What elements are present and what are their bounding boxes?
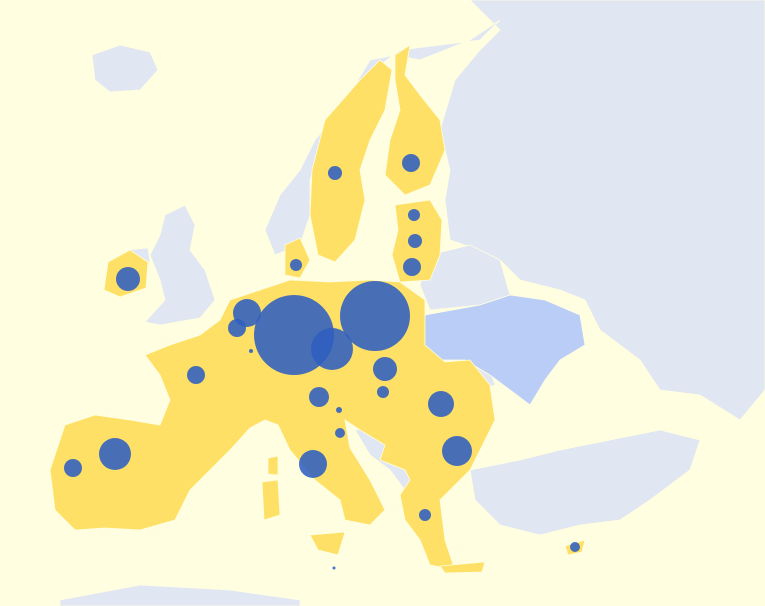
bubble [428,391,454,417]
bubble [403,258,421,276]
bubble [328,166,342,180]
bubble [187,366,205,384]
ukraine [419,294,586,406]
bubble [332,566,336,570]
norway [264,19,501,256]
bubble [336,407,342,413]
bubble [408,234,422,248]
bubbles [64,154,580,570]
uk [144,204,216,326]
bubble [228,319,246,337]
sweden [309,59,393,263]
bubble [335,428,345,438]
continental-eu [49,279,496,571]
crete [439,561,486,574]
bubble [402,154,420,172]
bubble [373,357,397,381]
bubble [377,386,389,398]
sicily [309,531,346,556]
russia [439,0,765,421]
bubble [309,387,329,407]
sardinia [261,479,281,521]
turkey [469,429,701,536]
bubble [299,450,327,478]
eu-land [49,44,586,574]
iceland [91,44,159,93]
corsica [267,455,279,476]
bubble [99,438,131,470]
bubble [311,328,353,370]
bubble [419,509,431,521]
north-africa [59,584,301,606]
bubble [340,281,410,351]
bubble [116,267,140,291]
bubble [290,259,302,271]
bubble [408,209,420,221]
bubble [249,349,253,353]
bubble [570,542,580,552]
bubble [442,436,472,466]
finland [384,44,446,196]
bubble [64,459,82,477]
